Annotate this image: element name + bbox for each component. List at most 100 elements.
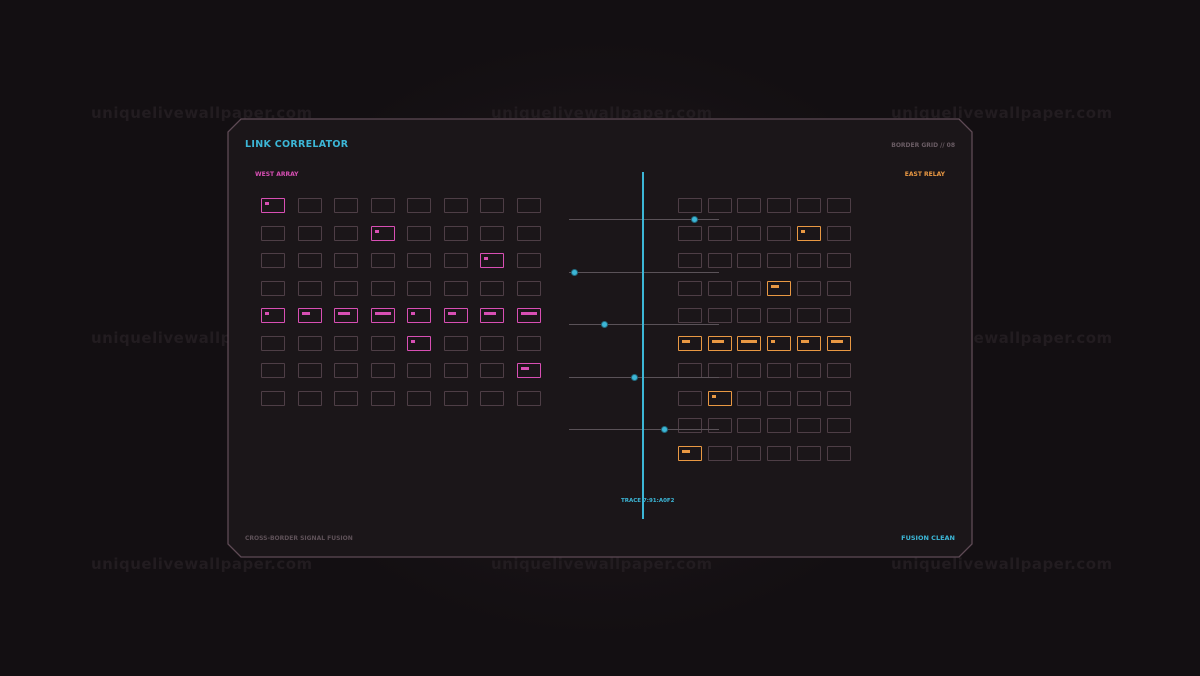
east-cell xyxy=(678,390,702,406)
west-cell xyxy=(480,308,504,323)
west-signal-bar xyxy=(484,312,496,315)
east-cell xyxy=(737,225,762,241)
east-cell xyxy=(678,363,702,378)
west-cell xyxy=(334,308,358,323)
east-cell xyxy=(767,390,792,406)
east-cell xyxy=(796,363,821,378)
east-cell xyxy=(707,363,732,378)
east-cell xyxy=(796,335,821,351)
west-cell xyxy=(443,198,468,213)
west-cell xyxy=(516,335,541,351)
watermark: uniquelivewallpaper.com xyxy=(891,104,1113,122)
west-cell xyxy=(297,225,322,241)
west-cell xyxy=(443,225,468,241)
east-cell xyxy=(707,445,732,461)
west-cell xyxy=(407,198,431,213)
west-cell xyxy=(516,253,541,268)
west-cell xyxy=(297,335,322,351)
west-signal-bar xyxy=(411,339,415,343)
trace-node xyxy=(690,216,698,223)
trace-tap-line xyxy=(569,324,719,325)
trace-tap-line xyxy=(569,271,719,273)
west-cell xyxy=(407,363,431,378)
trace-tap-line xyxy=(569,429,719,430)
east-cell xyxy=(767,363,792,378)
west-cell xyxy=(261,253,285,268)
west-signal-bar xyxy=(265,202,269,205)
trace-label: TRACE 7:91:A0F2 xyxy=(621,498,675,504)
east-cell xyxy=(767,225,792,241)
west-cell xyxy=(334,280,358,296)
east-cell xyxy=(796,445,821,461)
east-cell xyxy=(707,390,732,406)
trace-tap-line xyxy=(569,376,719,378)
east-signal-bar xyxy=(682,449,690,453)
grid-label: BORDER GRID // 08 xyxy=(891,142,955,149)
watermark: uniquelivewallpaper.com xyxy=(91,555,313,573)
west-signal-bar xyxy=(411,312,415,315)
east-cell xyxy=(767,445,792,461)
east-cell xyxy=(767,335,792,351)
west-cell xyxy=(407,335,431,351)
trace-axis xyxy=(642,172,644,519)
trace-node xyxy=(570,268,578,276)
west-cell xyxy=(334,225,358,241)
east-signal-bar xyxy=(771,284,780,288)
east-cell xyxy=(796,198,821,213)
trace-tap-line xyxy=(569,219,719,220)
east-cell xyxy=(678,445,702,461)
west-cell xyxy=(516,198,541,213)
east-relay-label: EAST RELAY xyxy=(904,171,945,178)
east-cell xyxy=(707,280,732,296)
east-signal-bar xyxy=(800,339,809,343)
west-cell xyxy=(370,390,395,406)
east-cell xyxy=(826,308,851,323)
watermark: uniquelivewallpaper.com xyxy=(491,555,713,573)
fusion-status: FUSION CLEAN xyxy=(901,534,955,542)
east-cell xyxy=(796,225,821,241)
west-signal-bar xyxy=(338,312,350,315)
east-signal-bar xyxy=(830,339,843,343)
correlator-panel: LINK CORRELATOR BORDER GRID // 08 WEST A… xyxy=(227,118,973,558)
west-signal-bar xyxy=(484,257,488,260)
east-cell xyxy=(737,308,762,323)
west-signal-bar xyxy=(301,312,310,315)
west-cell xyxy=(443,253,468,268)
east-cell xyxy=(826,198,851,213)
west-cell xyxy=(261,363,285,378)
east-cell xyxy=(707,253,732,268)
east-cell xyxy=(826,445,851,461)
west-cell xyxy=(297,280,322,296)
west-array-label: WEST ARRAY xyxy=(255,171,299,178)
west-cell xyxy=(516,280,541,296)
east-cell xyxy=(826,390,851,406)
west-cell xyxy=(261,335,285,351)
west-signal-bar xyxy=(374,229,379,233)
west-signal-bar xyxy=(520,312,537,315)
west-cell xyxy=(370,280,395,296)
east-cell xyxy=(737,445,762,461)
west-cell xyxy=(334,363,358,378)
east-cell xyxy=(678,280,702,296)
east-signal-bar xyxy=(711,339,724,343)
east-cell xyxy=(678,198,702,213)
east-cell xyxy=(737,280,762,296)
west-cell xyxy=(261,308,285,323)
west-cell xyxy=(516,363,541,378)
east-signal-bar xyxy=(771,339,776,343)
west-cell xyxy=(370,253,395,268)
east-cell xyxy=(826,363,851,378)
trace-node xyxy=(600,321,608,328)
east-cell xyxy=(767,253,792,268)
east-cell xyxy=(737,363,762,378)
panel-title: LINK CORRELATOR xyxy=(245,139,349,150)
east-cell xyxy=(767,198,792,213)
west-cell xyxy=(516,225,541,241)
west-cell xyxy=(516,390,541,406)
trace-node xyxy=(660,426,668,433)
east-cell xyxy=(826,253,851,268)
east-cell xyxy=(707,308,732,323)
east-cell xyxy=(826,225,851,241)
east-cell xyxy=(796,308,821,323)
west-cell xyxy=(480,335,504,351)
